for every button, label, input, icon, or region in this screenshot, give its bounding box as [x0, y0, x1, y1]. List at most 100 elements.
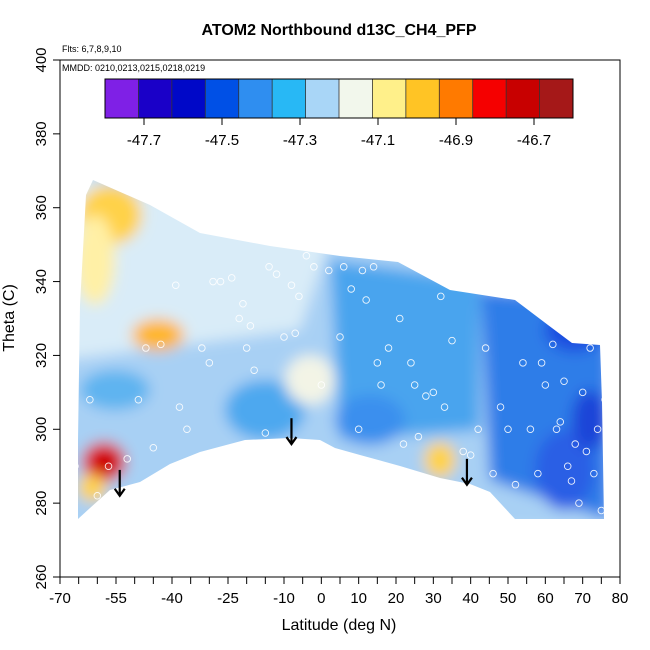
x-tick-label: 50 — [500, 590, 517, 607]
y-tick-label: 380 — [33, 121, 50, 146]
colorbar-segment — [339, 79, 373, 118]
sample-point — [369, 263, 378, 271]
field-deep-blue-north — [545, 308, 604, 352]
colorbar-segment — [272, 79, 307, 118]
sample-point — [597, 506, 606, 515]
x-tick-label: -10 — [273, 590, 295, 607]
colorbar-segment — [506, 79, 541, 118]
sample-point — [593, 425, 602, 434]
field-band-blue-mid — [330, 260, 480, 440]
sample-point — [429, 388, 438, 397]
sample-point — [272, 270, 281, 278]
field-pale-eq — [285, 355, 335, 405]
x-axis-label: Latitude (deg N) — [282, 617, 397, 634]
sample-point — [157, 340, 165, 349]
colorbar: -47.7 -47.5 -47.3 -47.1 -46.9 -46.7 — [104, 78, 574, 149]
colorbar-tick-label: -47.3 — [283, 132, 317, 149]
sample-point — [608, 484, 617, 493]
sample-point — [134, 395, 143, 404]
sample-point — [250, 366, 258, 374]
y-tick-label: 400 — [33, 47, 50, 72]
sample-point — [198, 344, 206, 352]
sample-point — [362, 296, 370, 304]
x-tick-label: 20 — [388, 590, 405, 607]
sample-point — [209, 277, 217, 286]
x-tick-label: 80 — [612, 590, 629, 607]
field-red-core — [94, 453, 118, 473]
colorbar-segment — [305, 79, 340, 118]
sample-point — [571, 440, 579, 448]
sample-point — [149, 444, 158, 452]
x-tick-label: 40 — [462, 590, 479, 607]
sample-point — [549, 340, 557, 349]
x-tick-label: 0 — [317, 590, 325, 607]
sample-point — [86, 395, 94, 404]
sample-point — [399, 440, 408, 448]
sample-point — [93, 492, 102, 500]
sample-point — [377, 381, 385, 389]
sample-point — [448, 336, 456, 345]
sample-point — [347, 285, 355, 293]
sample-point — [511, 480, 520, 489]
sample-point — [563, 462, 572, 470]
field-yellow-south — [78, 474, 106, 502]
sample-point — [242, 344, 251, 352]
x-tick-label: 30 — [425, 590, 442, 607]
y-tick-label: 280 — [33, 491, 50, 516]
sample-point — [265, 263, 273, 271]
colorbar-segment — [205, 79, 240, 118]
sample-point — [358, 266, 367, 275]
colorbar-segment — [472, 79, 507, 118]
sample-point — [261, 429, 270, 437]
y-tick-label: 260 — [33, 564, 50, 589]
sample-point — [339, 263, 348, 271]
y-tick-label: 320 — [33, 343, 50, 368]
sample-point — [601, 395, 609, 404]
sample-point — [175, 403, 184, 411]
sample-point — [582, 447, 591, 456]
sample-point — [567, 477, 576, 485]
sample-point — [246, 322, 255, 330]
sample-point — [142, 344, 150, 352]
sample-point — [489, 469, 497, 478]
colorbar-frame — [104, 78, 574, 119]
arrow-marker — [285, 418, 298, 446]
sample-point — [317, 381, 326, 389]
sample-point — [578, 388, 587, 397]
sample-point — [466, 451, 475, 459]
sample-point — [504, 425, 512, 434]
sample-point — [71, 462, 79, 470]
x-tick-label: -70 — [49, 590, 71, 607]
sample-point — [541, 381, 550, 389]
colorbar-segment — [105, 79, 139, 118]
sample-point — [481, 344, 490, 352]
sample-point — [440, 403, 449, 411]
colorbar-tick-label: -47.7 — [127, 132, 161, 149]
sample-point — [612, 492, 621, 500]
sample-point — [302, 251, 311, 260]
field-blue-mid-2 — [225, 380, 305, 440]
sample-point — [384, 344, 393, 352]
sample-point — [496, 403, 505, 411]
sample-point — [395, 314, 404, 323]
y-axis: 260 280 300 320 340 360 380 400 — [33, 47, 60, 590]
field-blue-center — [335, 395, 405, 445]
x-tick-label: -40 — [161, 590, 183, 607]
sample-point — [556, 418, 565, 426]
field-yellow-top-2 — [78, 215, 115, 305]
colorbar-tick-label: -47.5 — [205, 132, 239, 149]
sample-point — [590, 469, 598, 478]
sample-point — [205, 359, 214, 367]
x-tick-label: 60 — [537, 590, 554, 607]
arrow-marker — [461, 458, 473, 487]
sample-point — [474, 425, 482, 434]
sample-point — [586, 344, 594, 352]
sample-point — [235, 314, 243, 323]
sample-point — [537, 359, 546, 367]
colorbar-tick-label: -47.1 — [361, 132, 395, 149]
sample-point — [216, 277, 225, 286]
sample-point — [123, 455, 131, 463]
sample-point — [407, 359, 415, 367]
field-blue-left — [80, 370, 150, 410]
